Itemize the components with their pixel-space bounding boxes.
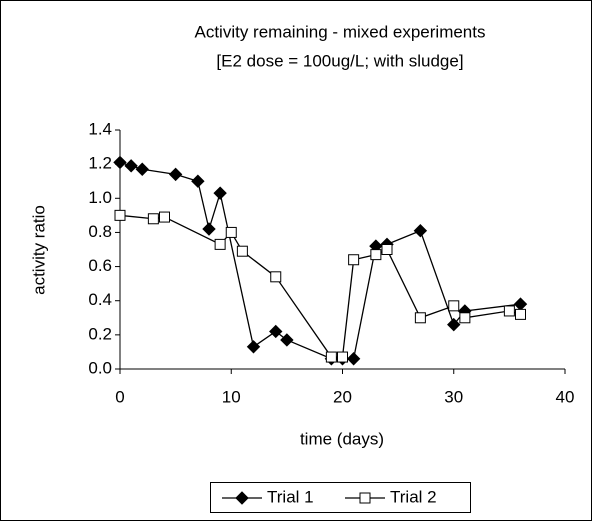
data-point	[147, 213, 159, 225]
data-point	[381, 244, 393, 255]
y-tick-label: 0.0	[88, 358, 112, 377]
x-tick-label: 0	[115, 387, 124, 406]
data-point	[124, 159, 138, 173]
data-point	[114, 209, 126, 221]
y-tick-label: 0.4	[88, 290, 112, 309]
data-point	[414, 312, 426, 324]
data-point	[214, 238, 226, 250]
data-point	[168, 167, 183, 182]
data-point	[236, 245, 248, 257]
legend-marker	[235, 491, 249, 505]
y-tick-label: 0.6	[88, 256, 112, 275]
data-point	[280, 333, 294, 347]
x-axis-label: time (days)	[300, 429, 384, 448]
data-point	[225, 226, 237, 238]
data-point	[325, 351, 337, 363]
legend-marker	[359, 492, 371, 504]
data-point	[113, 155, 127, 170]
y-tick-label: 0.8	[88, 222, 112, 241]
data-point	[448, 300, 460, 312]
data-point	[270, 271, 282, 283]
x-tick-label: 40	[556, 387, 575, 406]
y-tick-label: 1.2	[88, 154, 112, 173]
data-point	[202, 222, 216, 236]
chart-subtitle: [E2 dose = 100ug/L; with sludge]	[216, 51, 463, 70]
data-point	[459, 312, 471, 324]
data-point	[246, 340, 261, 354]
x-tick-label: 20	[333, 387, 352, 406]
y-tick-label: 0.2	[88, 324, 112, 343]
y-axis-label: activity ratio	[29, 205, 48, 295]
legend-label: Trial 1	[267, 487, 314, 506]
data-point	[337, 351, 348, 363]
data-point	[269, 324, 283, 339]
legend-label: Trial 2	[390, 487, 437, 506]
data-point	[346, 352, 361, 366]
x-tick-label: 10	[222, 387, 241, 406]
chart-title: Activity remaining - mixed experiments	[195, 22, 486, 41]
y-tick-label: 1.0	[88, 188, 112, 207]
data-point	[213, 186, 227, 200]
data-point	[515, 308, 526, 320]
data-point	[370, 249, 382, 261]
x-tick-label: 30	[444, 387, 463, 406]
data-point	[447, 317, 461, 332]
data-point	[348, 254, 360, 266]
y-tick-label: 1.4	[88, 119, 112, 138]
data-point	[159, 211, 170, 223]
data-point	[503, 305, 515, 317]
data-point	[135, 162, 149, 176]
data-point	[413, 224, 428, 238]
data-point	[191, 174, 205, 188]
